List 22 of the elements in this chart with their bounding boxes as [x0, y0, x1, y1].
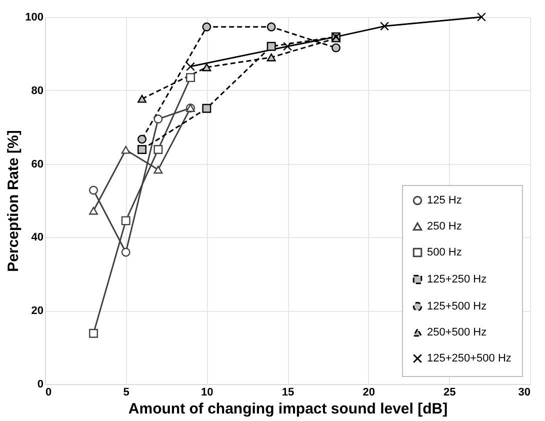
x-tick-label: 20: [362, 386, 375, 398]
x-tick-label: 15: [282, 386, 294, 398]
legend-label: 125+250+500 Hz: [427, 352, 512, 364]
legend-label: 250 Hz: [427, 220, 462, 232]
legend-label: 125+250 Hz: [427, 274, 487, 286]
x-tick-label: 25: [444, 386, 456, 398]
y-tick-label: 80: [31, 84, 44, 97]
x-tick-label: 5: [123, 386, 130, 398]
legend-label: 125 Hz: [427, 194, 462, 206]
y-tick-label: 60: [31, 158, 44, 170]
y-tick-label: 0: [37, 378, 44, 390]
y-tick-label: 100: [25, 12, 44, 24]
y-tick-label: 40: [31, 232, 44, 244]
y-axis-title: Perception Rate [%]: [5, 130, 22, 272]
x-tick-label: 30: [518, 386, 530, 398]
x-axis-title: Amount of changing impact sound level [dB]: [128, 400, 448, 418]
legend-label: 125+500 Hz: [427, 300, 487, 312]
x-tick-label: 0: [46, 386, 52, 398]
y-tick-label: 20: [31, 305, 44, 318]
legend-label: 250+500 Hz: [427, 326, 487, 338]
x-tick-label: 10: [201, 386, 214, 398]
legend-label: 500 Hz: [427, 246, 462, 258]
